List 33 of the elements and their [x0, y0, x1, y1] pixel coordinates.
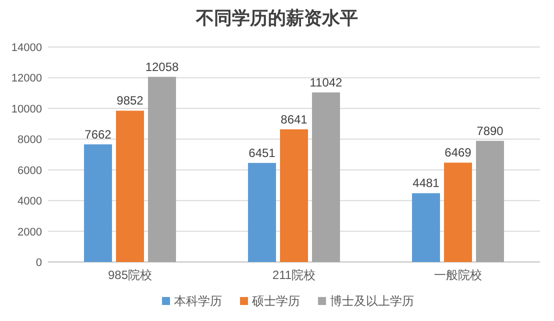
bar — [116, 110, 144, 262]
data-label: 11042 — [310, 75, 343, 90]
legend-label: 本科学历 — [174, 294, 222, 308]
data-label: 6451 — [248, 146, 276, 160]
data-label: 7890 — [476, 124, 504, 138]
y-tick-label: 0 — [36, 257, 42, 269]
bar — [280, 129, 308, 262]
data-label: 12058 — [145, 60, 180, 74]
bar — [248, 162, 276, 262]
data-label: 4481 — [412, 176, 440, 190]
data-label: 7662 — [84, 127, 112, 142]
y-tick-label: 2000 — [18, 226, 42, 238]
x-tick-label: 985院校 — [108, 268, 152, 282]
bar — [312, 92, 340, 262]
bar — [444, 162, 472, 262]
data-label: 8641 — [280, 112, 308, 126]
legend-label: 博士及以上学历 — [330, 294, 414, 308]
bar — [412, 193, 440, 262]
bar — [476, 140, 504, 262]
y-tick-label: 12000 — [11, 72, 42, 85]
y-tick-label: 10000 — [11, 103, 42, 116]
legend-label: 硕士学历 — [251, 294, 300, 308]
y-tick-label: 8000 — [18, 134, 42, 146]
y-tick-label: 14000 — [11, 42, 42, 54]
y-tick-label: 6000 — [18, 164, 42, 177]
data-label: 6469 — [444, 146, 472, 160]
y-tick-label: 4000 — [18, 196, 42, 208]
data-label: 9852 — [116, 94, 144, 108]
chart-title: 不同学历的薪资水平 — [195, 8, 358, 28]
bar — [148, 76, 176, 262]
x-tick-label: 211院校 — [272, 268, 316, 282]
bar — [84, 144, 112, 262]
x-tick-label: 一般院校 — [434, 268, 482, 282]
